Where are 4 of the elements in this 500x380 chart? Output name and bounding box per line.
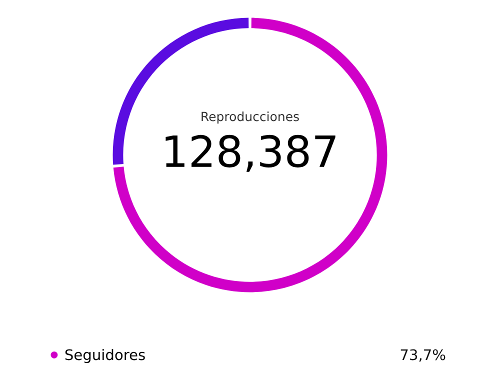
data-label: 73,7% [400, 349, 446, 362]
legend-label: Seguidores [65, 348, 145, 364]
text: 128,387 [166, 134, 336, 172]
text: Reproducciones [202, 112, 299, 124]
